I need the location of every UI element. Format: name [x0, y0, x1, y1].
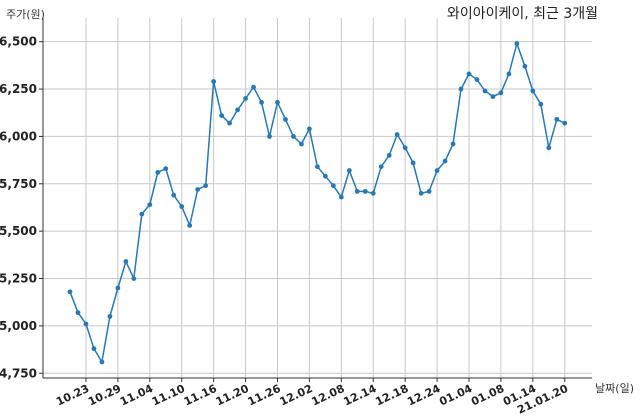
- chart-title: 와이아이케이, 최근 3개월: [446, 6, 598, 22]
- data-point: [75, 310, 81, 316]
- data-point: [187, 223, 193, 228]
- data-point: [171, 192, 177, 198]
- data-point: [442, 158, 448, 164]
- x-tick-label: 12.02: [278, 382, 315, 408]
- data-point: [514, 41, 520, 46]
- price-series: [67, 41, 568, 365]
- grid-lines: [43, 18, 592, 378]
- data-point: [314, 164, 320, 170]
- data-point: [203, 183, 209, 189]
- data-point: [378, 164, 384, 170]
- price-line: [69, 41, 566, 365]
- data-point: [346, 168, 352, 173]
- data-point: [554, 116, 560, 122]
- data-point: [243, 96, 248, 101]
- data-point: [386, 152, 392, 158]
- data-point: [402, 145, 408, 151]
- data-point: [362, 188, 368, 194]
- data-point: [107, 314, 113, 319]
- x-tick-label: 01.04: [437, 382, 474, 409]
- data-point: [139, 211, 145, 217]
- data-point: [330, 183, 336, 189]
- data-point: [299, 141, 304, 147]
- y-tick-label: 5,500: [0, 224, 37, 238]
- data-point: [123, 259, 129, 264]
- y-tick-label: 5,000: [0, 319, 37, 333]
- data-point: [498, 90, 504, 96]
- data-point: [67, 289, 73, 295]
- data-point: [474, 77, 480, 82]
- x-tick-label: 11.10: [150, 382, 187, 409]
- data-point: [259, 99, 264, 105]
- data-point: [275, 99, 280, 105]
- data-point: [322, 173, 328, 179]
- x-tick-label: 11.20: [214, 382, 251, 409]
- x-tick-label: 10.29: [86, 382, 123, 408]
- x-tick-label: 12.14: [341, 382, 378, 409]
- data-point: [307, 126, 312, 132]
- data-point: [490, 94, 496, 100]
- data-point: [354, 188, 360, 194]
- x-tick-label: 12.24: [405, 382, 442, 409]
- data-point: [410, 160, 416, 166]
- data-point: [530, 88, 536, 94]
- x-tick-label: 11.26: [246, 382, 283, 409]
- data-point: [251, 84, 256, 90]
- x-tick-label: 12.08: [310, 382, 347, 408]
- data-point: [522, 63, 528, 69]
- y-tick-label: 5,750: [0, 177, 37, 191]
- data-point: [99, 359, 105, 365]
- y-axis-label: 주가(원): [6, 8, 45, 21]
- data-point: [195, 187, 201, 192]
- data-point: [394, 132, 400, 137]
- data-point: [227, 120, 233, 126]
- data-point: [458, 86, 464, 92]
- data-point: [283, 116, 288, 122]
- data-point: [434, 168, 440, 173]
- x-tick-label: 10.23: [54, 382, 91, 408]
- data-point: [450, 141, 456, 147]
- x-tick-label: 11.16: [182, 382, 219, 409]
- data-point: [131, 276, 137, 281]
- data-point: [482, 88, 488, 94]
- y-axis-ticks: 4,750 5,000 5,250 5,500 5,750 6,000 6,250 6,500: [0, 35, 43, 380]
- data-point: [211, 79, 217, 84]
- y-tick-label: 5,250: [0, 272, 37, 286]
- x-tick-label: 11.04: [118, 382, 155, 409]
- data-point: [91, 346, 97, 352]
- data-point: [163, 166, 169, 172]
- y-tick-label: 6,500: [0, 35, 37, 49]
- y-tick-label: 6,000: [0, 129, 37, 143]
- x-tick-label: 12.18: [373, 382, 410, 408]
- data-point: [562, 120, 568, 126]
- data-point: [426, 188, 432, 194]
- data-point: [291, 134, 296, 139]
- data-point: [466, 71, 472, 77]
- data-point: [506, 71, 512, 77]
- y-tick-label: 6,250: [0, 82, 37, 96]
- data-point: [83, 321, 89, 327]
- data-point: [370, 190, 376, 196]
- x-axis-label: 날짜(일): [595, 382, 634, 395]
- data-point: [338, 194, 344, 200]
- y-tick-label: 4,750: [0, 366, 37, 380]
- x-axis-ticks: 10.2310.2911.0411.1011.1611.2011.2612.02…: [54, 378, 570, 417]
- data-point: [267, 134, 272, 139]
- data-point: [115, 285, 121, 291]
- data-point: [179, 204, 185, 209]
- data-point: [538, 101, 544, 107]
- data-point: [155, 170, 161, 175]
- data-point: [147, 202, 153, 208]
- x-tick-label: 01.08: [469, 382, 506, 408]
- data-point: [546, 145, 552, 151]
- data-point: [219, 113, 225, 118]
- data-point: [235, 107, 240, 113]
- data-point: [418, 190, 424, 196]
